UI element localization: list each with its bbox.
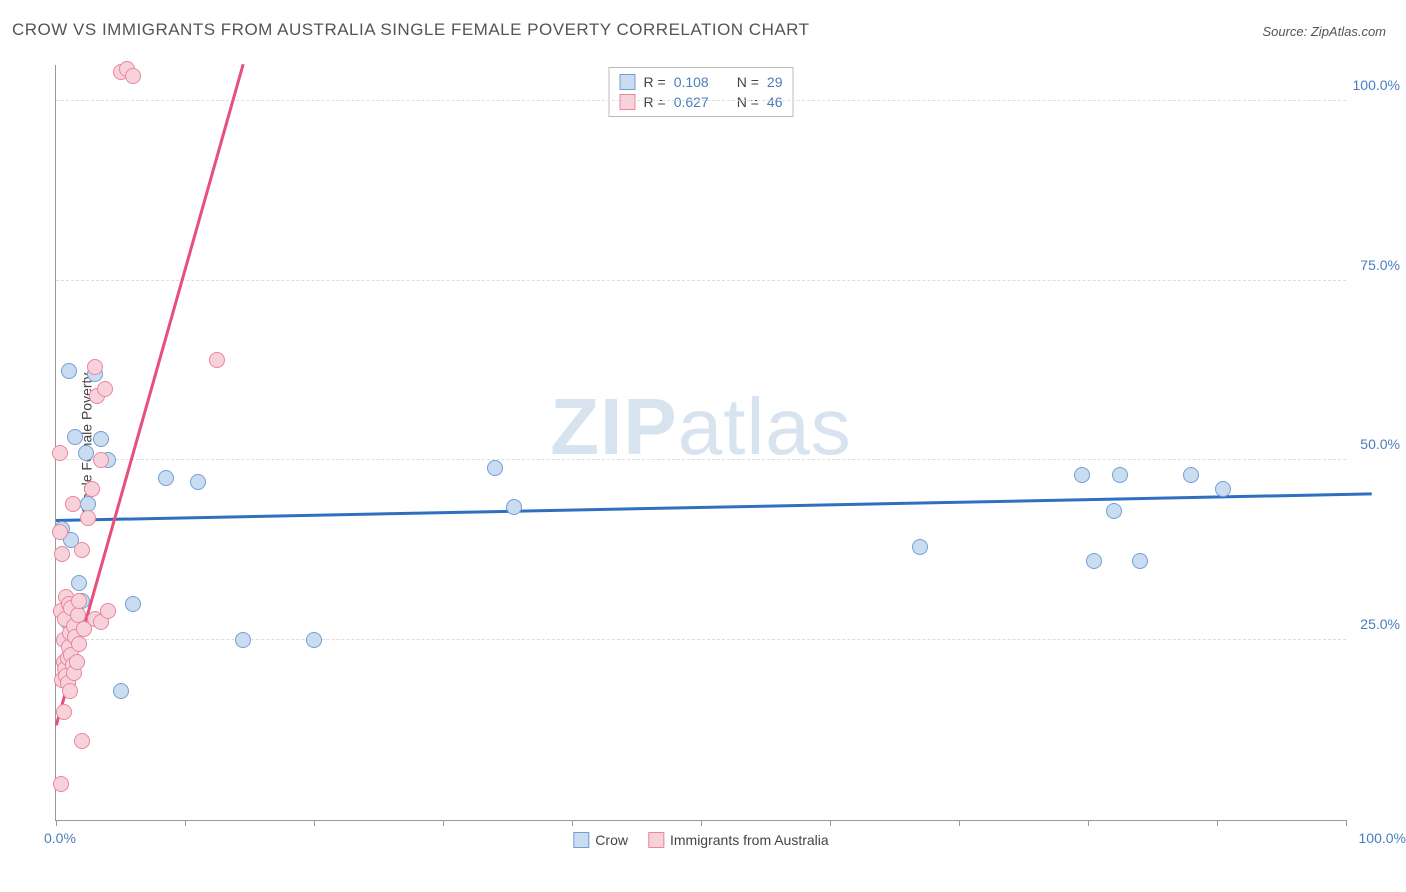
x-tick	[185, 820, 186, 826]
data-point	[912, 539, 928, 555]
x-axis-min-label: 0.0%	[44, 830, 76, 846]
chart-title: CROW VS IMMIGRANTS FROM AUSTRALIA SINGLE…	[12, 20, 810, 40]
data-point	[1106, 503, 1122, 519]
data-point	[71, 636, 87, 652]
data-point	[87, 359, 103, 375]
data-point	[1112, 467, 1128, 483]
x-tick	[572, 820, 573, 826]
data-point	[67, 429, 83, 445]
legend-row-australia: R = 0.627 N = 46	[620, 92, 783, 112]
x-tick	[1088, 820, 1089, 826]
data-point	[1086, 553, 1102, 569]
source-label: Source: ZipAtlas.com	[1262, 24, 1386, 39]
data-point	[61, 363, 77, 379]
data-point	[53, 776, 69, 792]
data-point	[113, 683, 129, 699]
data-point	[306, 632, 322, 648]
data-point	[1132, 553, 1148, 569]
legend-item-australia: Immigrants from Australia	[648, 832, 829, 848]
data-point	[69, 654, 85, 670]
data-point	[100, 603, 116, 619]
data-point	[97, 381, 113, 397]
data-point	[487, 460, 503, 476]
data-point	[78, 445, 94, 461]
data-point	[84, 481, 100, 497]
legend-item-crow: Crow	[573, 832, 628, 848]
legend-series: Crow Immigrants from Australia	[573, 832, 828, 848]
data-point	[52, 524, 68, 540]
data-point	[74, 733, 90, 749]
legend-correlation: R = 0.108 N = 29 R = 0.627 N = 46	[609, 67, 794, 117]
data-point	[1215, 481, 1231, 497]
swatch-crow-bottom	[573, 832, 589, 848]
data-point	[93, 452, 109, 468]
y-tick-label: 50.0%	[1350, 436, 1400, 452]
data-point	[54, 546, 70, 562]
x-tick	[959, 820, 960, 826]
gridline	[56, 280, 1346, 281]
data-point	[506, 499, 522, 515]
chart-plot-area: ZIPatlas Single Female Poverty R = 0.108…	[55, 65, 1346, 821]
y-tick-label: 100.0%	[1350, 77, 1400, 93]
legend-row-crow: R = 0.108 N = 29	[620, 72, 783, 92]
swatch-australia	[620, 94, 636, 110]
y-tick-label: 25.0%	[1350, 616, 1400, 632]
data-point	[52, 445, 68, 461]
x-tick	[701, 820, 702, 826]
data-point	[235, 632, 251, 648]
data-point	[80, 510, 96, 526]
data-point	[125, 596, 141, 612]
gridline	[56, 459, 1346, 460]
data-point	[158, 470, 174, 486]
gridline	[56, 100, 1346, 101]
data-point	[93, 431, 109, 447]
data-point	[125, 68, 141, 84]
data-point	[1074, 467, 1090, 483]
data-point	[71, 575, 87, 591]
data-point	[190, 474, 206, 490]
data-point	[209, 352, 225, 368]
data-point	[71, 593, 87, 609]
data-point	[56, 704, 72, 720]
x-tick	[830, 820, 831, 826]
x-tick	[56, 820, 57, 826]
y-tick-label: 75.0%	[1350, 257, 1400, 273]
x-tick	[1217, 820, 1218, 826]
x-tick	[443, 820, 444, 826]
x-axis-max-label: 100.0%	[1359, 830, 1406, 846]
data-point	[74, 542, 90, 558]
x-tick	[1346, 820, 1347, 826]
swatch-crow	[620, 74, 636, 90]
data-point	[65, 496, 81, 512]
x-tick	[314, 820, 315, 826]
trend-line	[56, 493, 1372, 522]
swatch-australia-bottom	[648, 832, 664, 848]
data-point	[1183, 467, 1199, 483]
data-point	[62, 683, 78, 699]
